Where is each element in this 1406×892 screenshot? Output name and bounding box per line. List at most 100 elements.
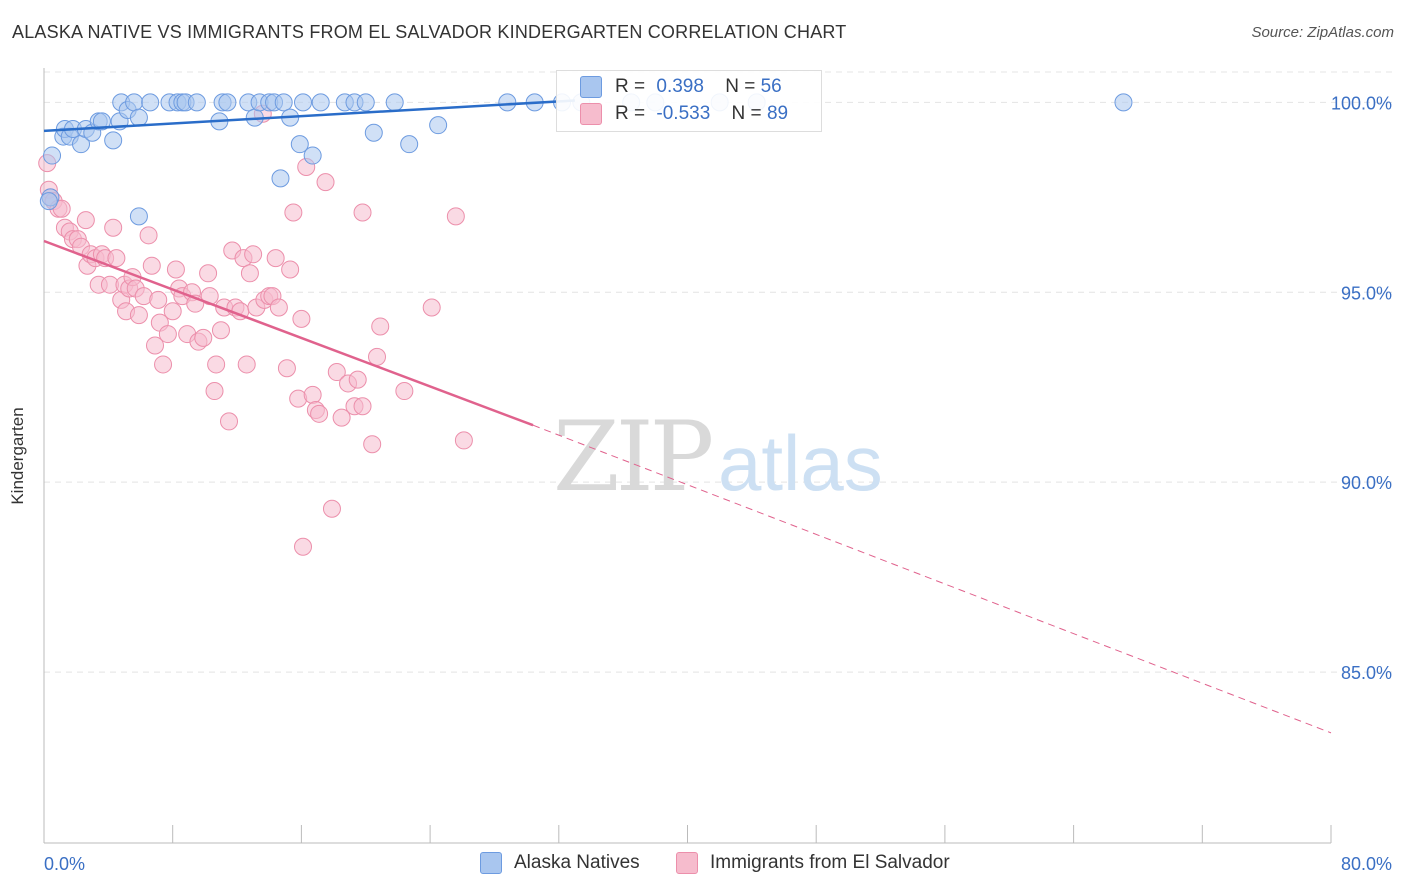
series-immigrants-el-salvador: [38, 104, 473, 556]
data-point-el-salvador: [281, 260, 300, 279]
legend-swatch-blue: [480, 852, 502, 874]
data-point-alaska-native: [187, 93, 206, 112]
data-point-alaska-native: [129, 207, 148, 226]
data-point-alaska-native: [303, 146, 322, 165]
data-point-el-salvador: [277, 359, 296, 378]
data-point-el-salvador: [395, 382, 414, 401]
data-point-el-salvador: [303, 385, 322, 404]
r-value: 0.398: [656, 76, 704, 97]
data-point-el-salvador: [363, 435, 382, 454]
data-point-alaska-native: [311, 93, 330, 112]
data-point-el-salvador: [368, 347, 387, 366]
data-point-alaska-native: [271, 169, 290, 188]
data-point-el-salvador: [205, 382, 224, 401]
data-point-el-salvador: [142, 256, 161, 275]
data-point-el-salvador: [294, 537, 313, 556]
data-point-el-salvador: [211, 321, 230, 340]
stats-text: R = 0.398 N = 56: [615, 76, 782, 98]
n-value: 89: [766, 103, 789, 124]
x-tick-label: 0.0%: [44, 854, 85, 874]
legend-item-immigrants-el-salvador: Immigrants from El Salvador: [676, 852, 950, 874]
y-tick-label: 85.0%: [1341, 663, 1392, 683]
data-point-el-salvador: [348, 370, 367, 389]
data-point-el-salvador: [310, 404, 329, 423]
y-tick-label: 100.0%: [1331, 93, 1392, 113]
data-point-el-salvador: [454, 431, 473, 450]
y-axis-label: Kindergarten: [8, 407, 27, 505]
data-point-alaska-native: [39, 192, 58, 211]
data-point-alaska-native: [125, 93, 144, 112]
data-point-alaska-native: [429, 116, 448, 135]
chart-title: ALASKA NATIVE VS IMMIGRANTS FROM EL SALV…: [12, 22, 847, 42]
r-label: R =: [615, 76, 646, 97]
data-point-el-salvador: [327, 363, 346, 382]
data-point-el-salvador: [284, 203, 303, 222]
data-point-el-salvador: [422, 298, 441, 317]
r-label: R =: [615, 103, 646, 124]
data-point-el-salvador: [292, 309, 311, 328]
watermark: ZIP atlas: [553, 401, 883, 513]
tick-labels: 85.0% 90.0% 95.0% 100.0% 0.0% 80.0%: [44, 93, 1392, 874]
data-point-alaska-native: [400, 135, 419, 154]
data-point-el-salvador: [158, 325, 177, 344]
source-label: Source: ZipAtlas.com: [1251, 24, 1394, 41]
legend-swatch-pink: [676, 852, 698, 874]
data-point-el-salvador: [322, 499, 341, 518]
data-point-alaska-native: [129, 108, 148, 127]
data-point-el-salvador: [269, 298, 288, 317]
data-point-el-salvador: [139, 226, 158, 245]
n-label: N =: [731, 103, 762, 124]
data-point-el-salvador: [163, 302, 182, 321]
data-point-el-salvador: [446, 207, 465, 226]
data-point-el-salvador: [149, 290, 168, 309]
data-point-alaska-native: [290, 135, 309, 154]
watermark-atlas: atlas: [718, 419, 883, 507]
data-point-alaska-native: [364, 123, 383, 142]
n-label: N =: [725, 76, 756, 97]
n-value: 56: [760, 76, 782, 97]
stats-text: R = -0.533 N = 89: [615, 103, 788, 125]
data-point-el-salvador: [199, 264, 218, 283]
x-tick-label: 80.0%: [1341, 854, 1392, 874]
data-point-el-salvador: [207, 355, 226, 374]
stats-legend: R = 0.398 N = 56 R = -0.533 N = 89: [556, 70, 822, 132]
trend-line-alaska-natives: [43, 99, 575, 133]
data-point-el-salvador: [104, 218, 123, 237]
data-point-alaska-native: [274, 93, 293, 112]
data-point-el-salvador: [154, 355, 173, 374]
data-point-el-salvador: [353, 203, 372, 222]
data-point-alaska-native: [43, 146, 62, 165]
legend-swatch-pink: [580, 103, 602, 125]
data-point-el-salvador: [266, 249, 285, 268]
r-value: -0.533: [656, 103, 711, 124]
series-legend: Alaska Natives Immigrants from El Salvad…: [0, 852, 1406, 878]
data-point-alaska-native: [104, 131, 123, 150]
data-point-el-salvador: [240, 264, 259, 283]
legend-label: Immigrants from El Salvador: [710, 852, 950, 873]
data-point-el-salvador: [146, 336, 165, 355]
data-point-alaska-native: [356, 93, 375, 112]
data-point-alaska-native: [141, 93, 160, 112]
watermark-zip: ZIP: [553, 401, 712, 513]
data-point-el-salvador: [107, 249, 126, 268]
data-point-el-salvador: [371, 317, 390, 336]
data-point-el-salvador: [194, 328, 213, 347]
data-point-el-salvador: [332, 408, 351, 427]
data-point-alaska-native: [218, 93, 237, 112]
data-point-alaska-native: [1114, 93, 1133, 112]
data-point-el-salvador: [316, 173, 335, 192]
trend-line-el-salvador-projection: [532, 424, 1332, 734]
legend-item-alaska-natives: Alaska Natives: [480, 852, 640, 874]
trend-lines: [43, 99, 1332, 734]
data-point-el-salvador: [76, 211, 95, 230]
data-point-el-salvador: [353, 397, 372, 416]
legend-swatch-blue: [580, 76, 602, 98]
data-point-alaska-native: [498, 93, 517, 112]
data-point-alaska-native: [92, 112, 111, 131]
y-tick-label: 90.0%: [1341, 473, 1392, 493]
data-point-el-salvador: [244, 245, 263, 264]
trend-line-el-salvador: [43, 239, 534, 427]
legend-label: Alaska Natives: [514, 852, 640, 873]
data-point-alaska-native: [385, 93, 404, 112]
